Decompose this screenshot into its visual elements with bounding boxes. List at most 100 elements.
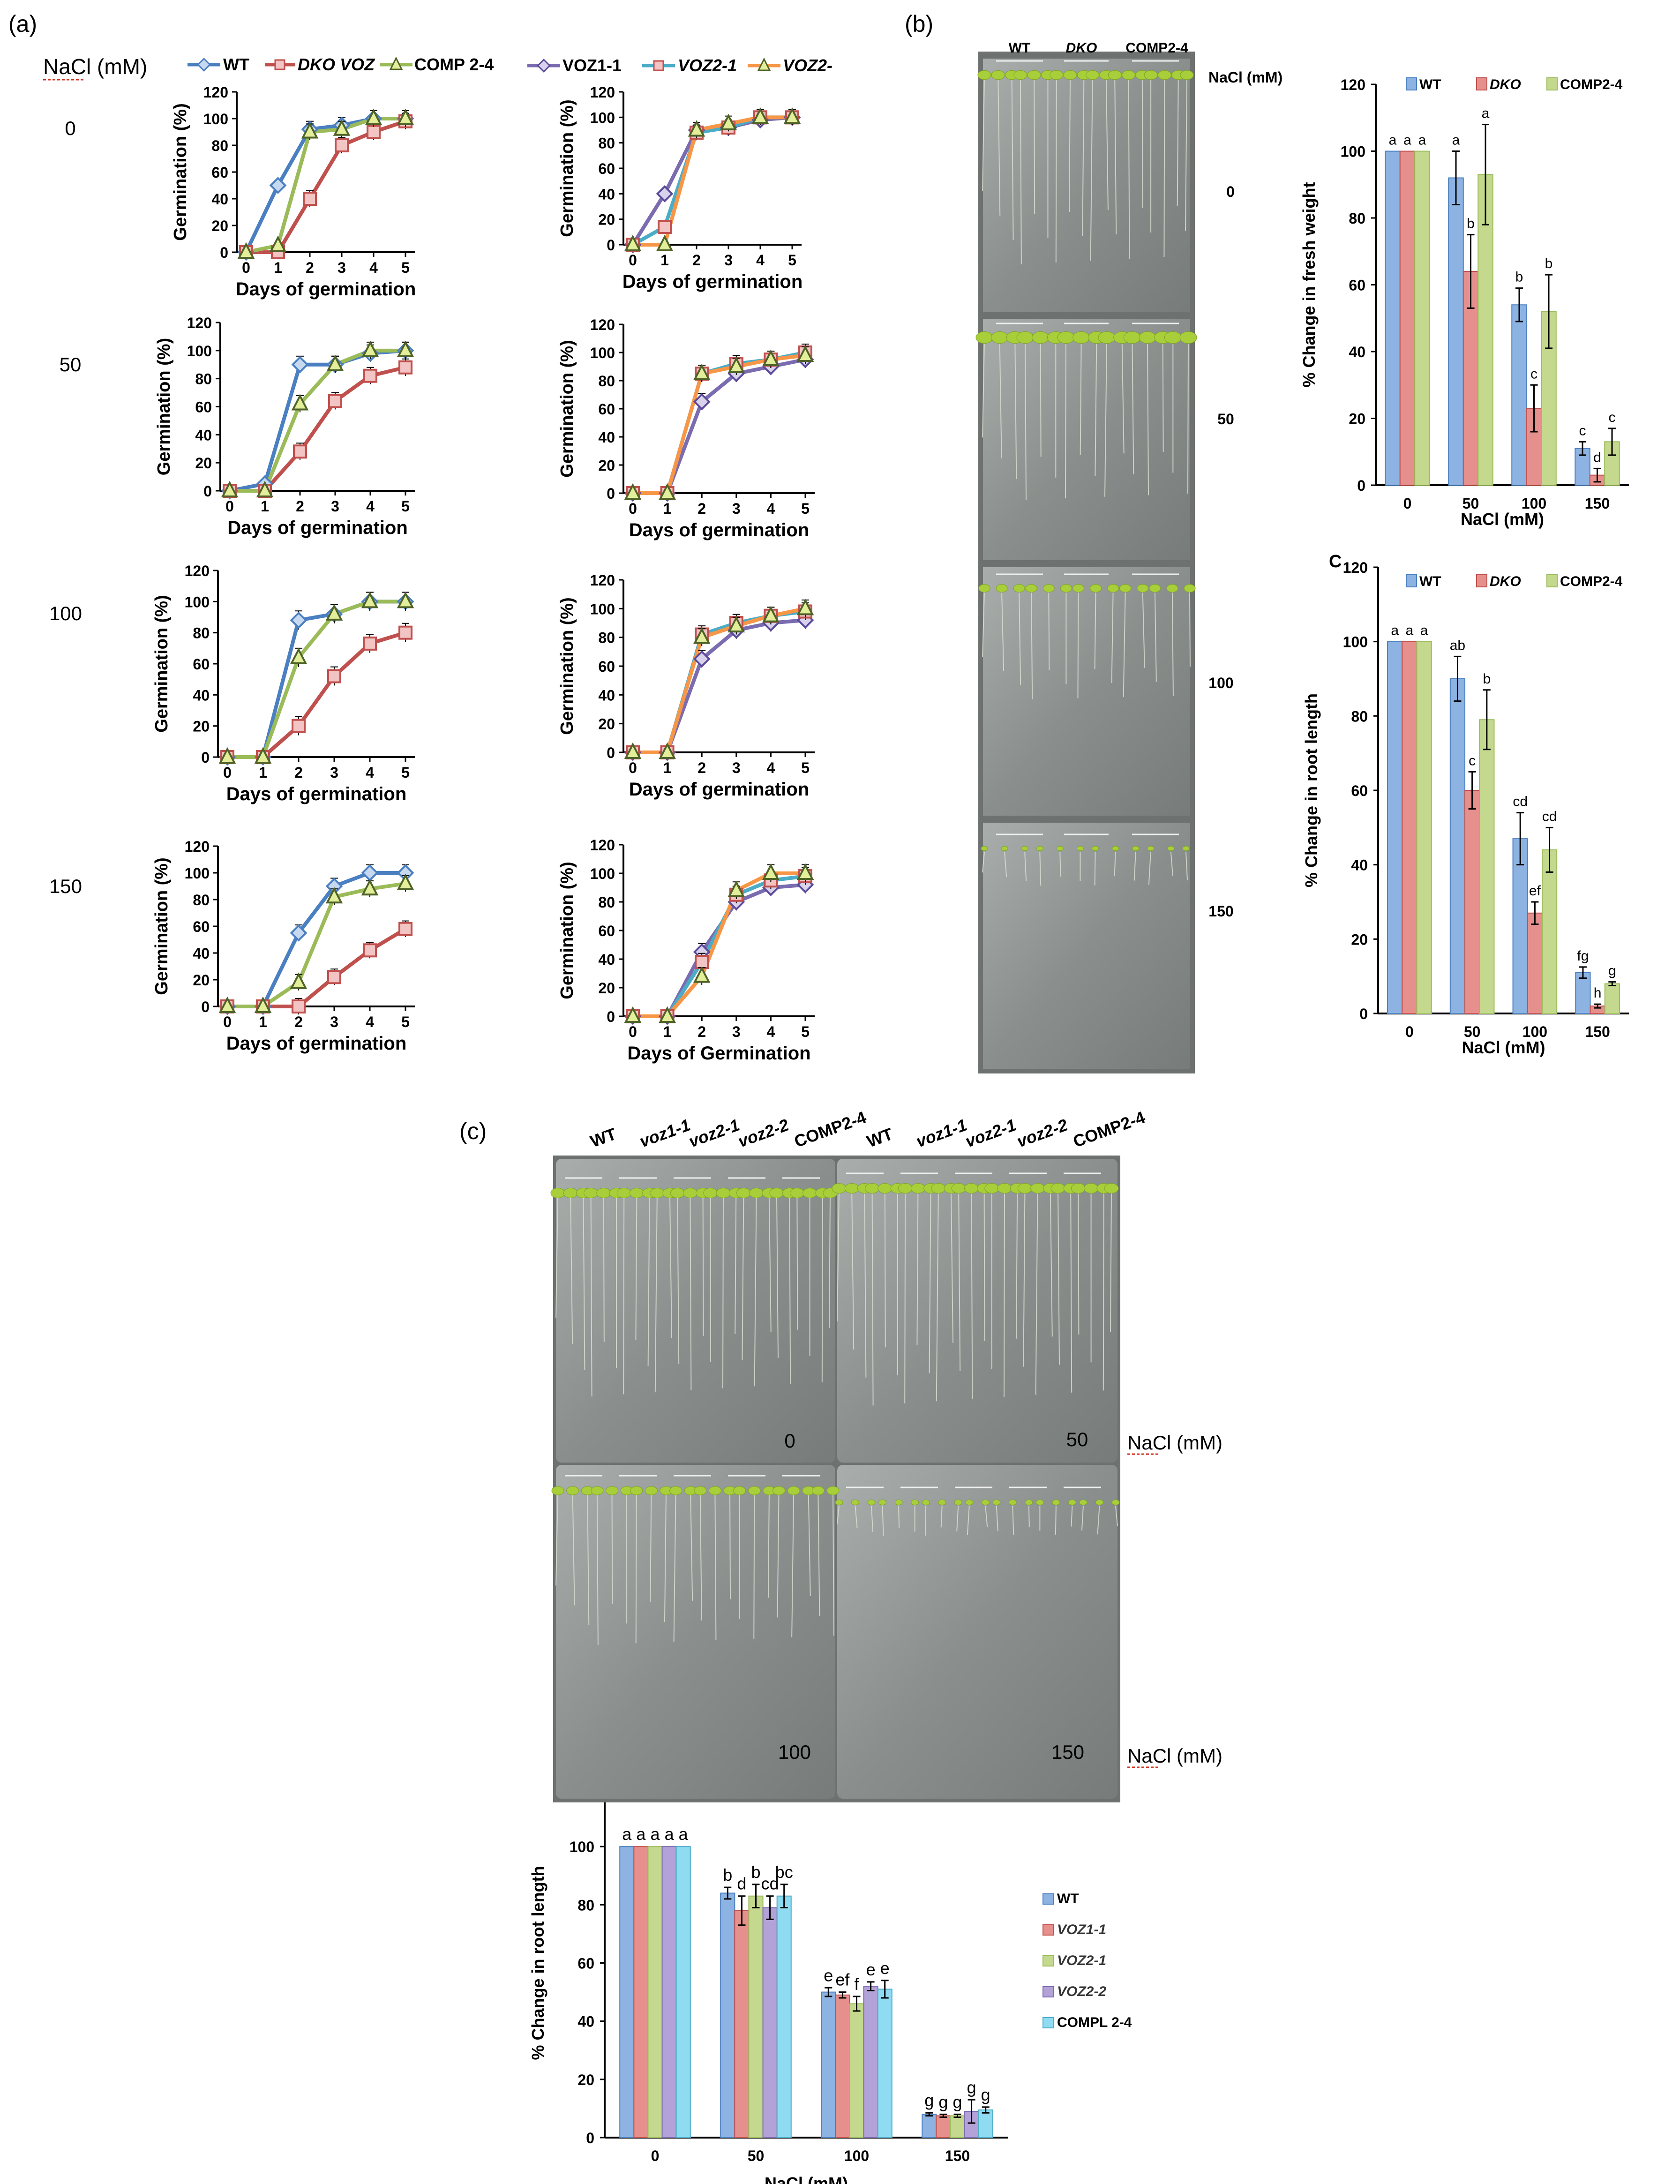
x-tick-label: 3 (330, 1013, 338, 1030)
series-line (633, 871, 805, 1018)
triangle-data-point (693, 363, 711, 380)
cotyledon (1092, 846, 1099, 851)
series-line (227, 630, 406, 759)
significance-letter: a (650, 1824, 660, 1844)
y-tick-label: 80 (598, 135, 615, 152)
root (587, 1494, 590, 1625)
root (623, 1196, 625, 1395)
cotyledon (802, 1188, 818, 1198)
cotyledon (769, 1188, 784, 1198)
significance-letter: b (1545, 256, 1553, 271)
significance-letter: a (665, 1824, 675, 1844)
cotyledon (1013, 584, 1025, 593)
y-tick-label: 0 (220, 244, 228, 261)
x-tick-label: 2 (692, 252, 701, 269)
root (735, 1196, 737, 1334)
significance-letter: d (737, 1874, 746, 1893)
bar (1478, 174, 1493, 486)
legend-swatch (1546, 574, 1558, 587)
legend-swatch (1042, 1893, 1054, 1905)
root (1094, 592, 1096, 669)
square-data-point (327, 669, 341, 683)
seedlings (550, 1172, 1120, 1645)
y-tick-label: 40 (1349, 344, 1365, 360)
triangle-data-point (301, 122, 319, 139)
triangle-data-point (659, 742, 676, 759)
bar (1414, 150, 1430, 486)
root (650, 1494, 652, 1603)
x-axis-label: Days of germination (236, 279, 416, 300)
significance-letter: fg (1577, 948, 1589, 964)
significance-letter: b (723, 1865, 732, 1884)
triangle-data-point (361, 591, 379, 608)
plate-header-dko: DKO (1066, 40, 1097, 56)
triangle-data-point (397, 108, 414, 125)
y-tick-label: 120 (590, 316, 615, 333)
cotyledon (1017, 1183, 1032, 1193)
cotyledon (1090, 584, 1102, 593)
cotyledon (669, 1486, 682, 1495)
significance-letter: ab (1450, 638, 1465, 653)
significance-letter: b (1483, 671, 1491, 687)
root (647, 1196, 650, 1366)
series-line (633, 618, 806, 754)
y-tick-label: 100 (590, 345, 615, 361)
cotyledon (1025, 584, 1037, 593)
significance-letter: ef (1529, 883, 1541, 899)
cotyledon (1182, 846, 1190, 851)
square-data-point (335, 138, 349, 152)
significance-letter: b (751, 1862, 760, 1882)
root (925, 1506, 927, 1536)
cotyledon (1180, 70, 1194, 80)
x-axis-label: Days of germination (226, 784, 407, 804)
root (1055, 78, 1057, 263)
x-tick-label: 4 (767, 759, 775, 776)
root (1095, 341, 1097, 476)
root (936, 1192, 939, 1402)
root (1111, 592, 1114, 683)
x-axis-label: Days of germination (629, 779, 810, 800)
y-tick-label: 100 (1343, 634, 1368, 651)
root (971, 1192, 973, 1399)
x-axis-label: Days of germination (622, 271, 803, 292)
significance-letter: a (1389, 133, 1397, 148)
significance-letter: cd (1513, 794, 1528, 810)
root (1154, 592, 1157, 682)
cotyledon (910, 1183, 925, 1193)
cotyledon (630, 1486, 643, 1495)
root (998, 78, 1001, 216)
root (951, 1192, 953, 1343)
x-tick-label: 1 (663, 759, 672, 776)
x-tick-label: 0 (629, 1023, 637, 1040)
triangle-data-point (269, 235, 287, 252)
root (1012, 1506, 1014, 1535)
x-tick-label: 2 (294, 1013, 303, 1030)
root (1058, 1192, 1060, 1365)
nacl-header-a: NaCl (mM) (43, 54, 147, 79)
root (821, 1196, 823, 1382)
plate-c-0 (556, 1159, 835, 1463)
plate-c-label-50: 50 (1066, 1428, 1088, 1450)
x-tick-label: 0 (223, 1013, 232, 1030)
cotyledon (645, 1486, 658, 1495)
cotyledon (1111, 1499, 1120, 1506)
root (808, 1494, 811, 1597)
plate-0 (983, 59, 1190, 312)
root (1025, 341, 1027, 500)
triangle-data-point (796, 345, 814, 362)
root (1078, 1192, 1080, 1335)
cotyledon (894, 1499, 903, 1506)
y-tick-label: 100 (590, 600, 615, 617)
x-axis-label: Days of Germination (627, 1043, 810, 1064)
cotyledon (865, 1183, 880, 1193)
cotyledon (1122, 70, 1136, 80)
diamond-data-point (290, 611, 308, 629)
significance-letter: a (1418, 133, 1426, 148)
y-tick-label: 20 (598, 211, 615, 228)
triangle-data-point (728, 880, 745, 897)
legend-label-voz1: VOZ1-1 (562, 56, 622, 75)
cotyledon (1027, 70, 1041, 80)
y-tick-label: 80 (598, 373, 615, 390)
